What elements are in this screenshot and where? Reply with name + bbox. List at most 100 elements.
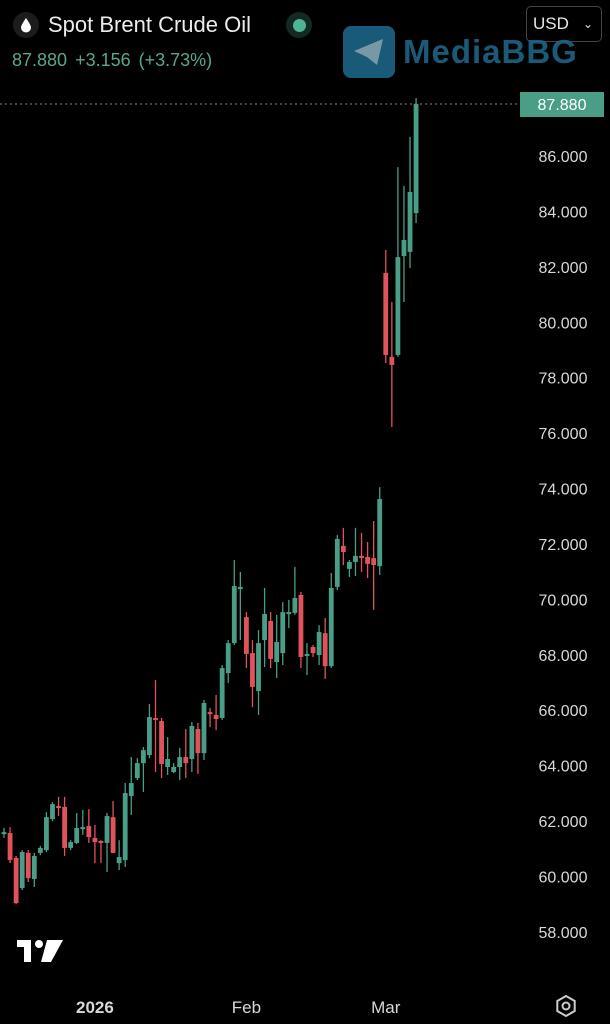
candle-body: [116, 857, 122, 864]
candle-body: [225, 643, 231, 674]
candle: [37, 845, 43, 856]
candle: [165, 737, 171, 776]
candle-body: [280, 612, 286, 654]
currency-select[interactable]: USD ⌄: [526, 6, 602, 42]
candle-body: [44, 817, 49, 851]
candle: [219, 665, 225, 720]
candle-body: [274, 642, 280, 662]
candle: [171, 763, 177, 774]
candle: [256, 630, 261, 715]
candle-body: [407, 192, 413, 252]
candle-body: [347, 561, 352, 569]
candle: [189, 722, 195, 772]
candle: [177, 747, 183, 781]
candle-body: [56, 806, 61, 809]
candle-body: [292, 597, 298, 613]
candle: [244, 612, 249, 669]
candle-body: [213, 714, 219, 720]
candle-body: [13, 857, 19, 904]
candle-body: [171, 767, 177, 772]
candle: [377, 487, 383, 575]
settings-icon[interactable]: [556, 994, 576, 1018]
y-tick-label: 72.000: [539, 537, 588, 554]
watermark-logo: MediaBBG: [343, 26, 578, 78]
candle: [365, 542, 370, 579]
last-price: 87.880: [12, 50, 68, 70]
candle: [68, 840, 74, 851]
x-tick-label: Feb: [232, 998, 261, 1017]
y-tick-label: 58.000: [539, 925, 588, 942]
candle: [74, 813, 80, 845]
candle: [134, 758, 140, 781]
candle: [62, 796, 67, 856]
candle-body: [80, 827, 86, 830]
y-tick-label: 64.000: [539, 759, 588, 776]
candle-body: [189, 725, 195, 759]
candle: [19, 850, 25, 891]
candle: [371, 520, 377, 610]
candle-body: [1, 832, 7, 835]
candle: [140, 747, 146, 792]
candle: [13, 855, 19, 905]
candle-body: [201, 702, 207, 754]
symbol-title[interactable]: Spot Brent Crude Oil: [48, 12, 251, 37]
candle-body: [165, 758, 171, 768]
candle: [201, 699, 207, 761]
candle-body: [147, 717, 152, 756]
candle-body: [413, 103, 419, 214]
candle-body: [389, 356, 395, 365]
y-tick-label: 80.000: [539, 315, 588, 332]
y-tick-label: 62.000: [539, 814, 588, 831]
candle-body: [92, 837, 98, 843]
current-price-label: 87.880: [538, 97, 587, 114]
candle-body: [401, 239, 407, 257]
candle: [213, 694, 219, 731]
candle: [183, 729, 189, 779]
candle: [50, 801, 55, 822]
price-change-percent: (+3.73%): [138, 50, 213, 70]
candle: [347, 560, 352, 577]
candle: [207, 707, 213, 728]
candle-body: [98, 840, 104, 843]
candle: [159, 717, 164, 779]
candle: [353, 527, 358, 577]
candle-body: [262, 614, 267, 641]
candle-body: [153, 717, 158, 720]
candle-body: [286, 612, 292, 615]
candle-body: [19, 852, 25, 889]
candle-body: [207, 712, 213, 715]
candle-body: [74, 827, 80, 843]
y-tick-label: 76.000: [539, 426, 588, 443]
candle: [383, 249, 389, 363]
candle: [292, 566, 298, 615]
y-tick-label: 70.000: [539, 592, 588, 609]
candle: [7, 827, 13, 864]
candle: [286, 599, 292, 629]
candle: [110, 801, 116, 853]
candle: [231, 560, 237, 646]
candle-body: [183, 757, 189, 764]
quote-line: 87.880 +3.156 (+3.73%): [12, 50, 220, 71]
candle-body: [104, 816, 110, 843]
candle: [80, 809, 86, 835]
candle-body: [353, 555, 358, 562]
candle-body: [128, 783, 134, 797]
market-status-indicator: [286, 12, 312, 38]
candle-body: [31, 855, 37, 879]
candle-body: [62, 806, 67, 848]
candle-body: [231, 586, 237, 644]
candle: [31, 852, 37, 887]
candle-body: [110, 817, 116, 853]
x-tick-label: Mar: [371, 998, 401, 1017]
candle: [250, 640, 255, 708]
candle-body: [359, 555, 364, 559]
tradingview-logo[interactable]: [17, 940, 63, 962]
candle: [359, 532, 364, 572]
candle: [304, 643, 310, 676]
candle: [195, 722, 201, 774]
telegram-icon: [343, 26, 395, 78]
candle-body: [195, 729, 201, 754]
price-change: +3.156: [75, 50, 131, 70]
candle-body: [140, 750, 146, 764]
